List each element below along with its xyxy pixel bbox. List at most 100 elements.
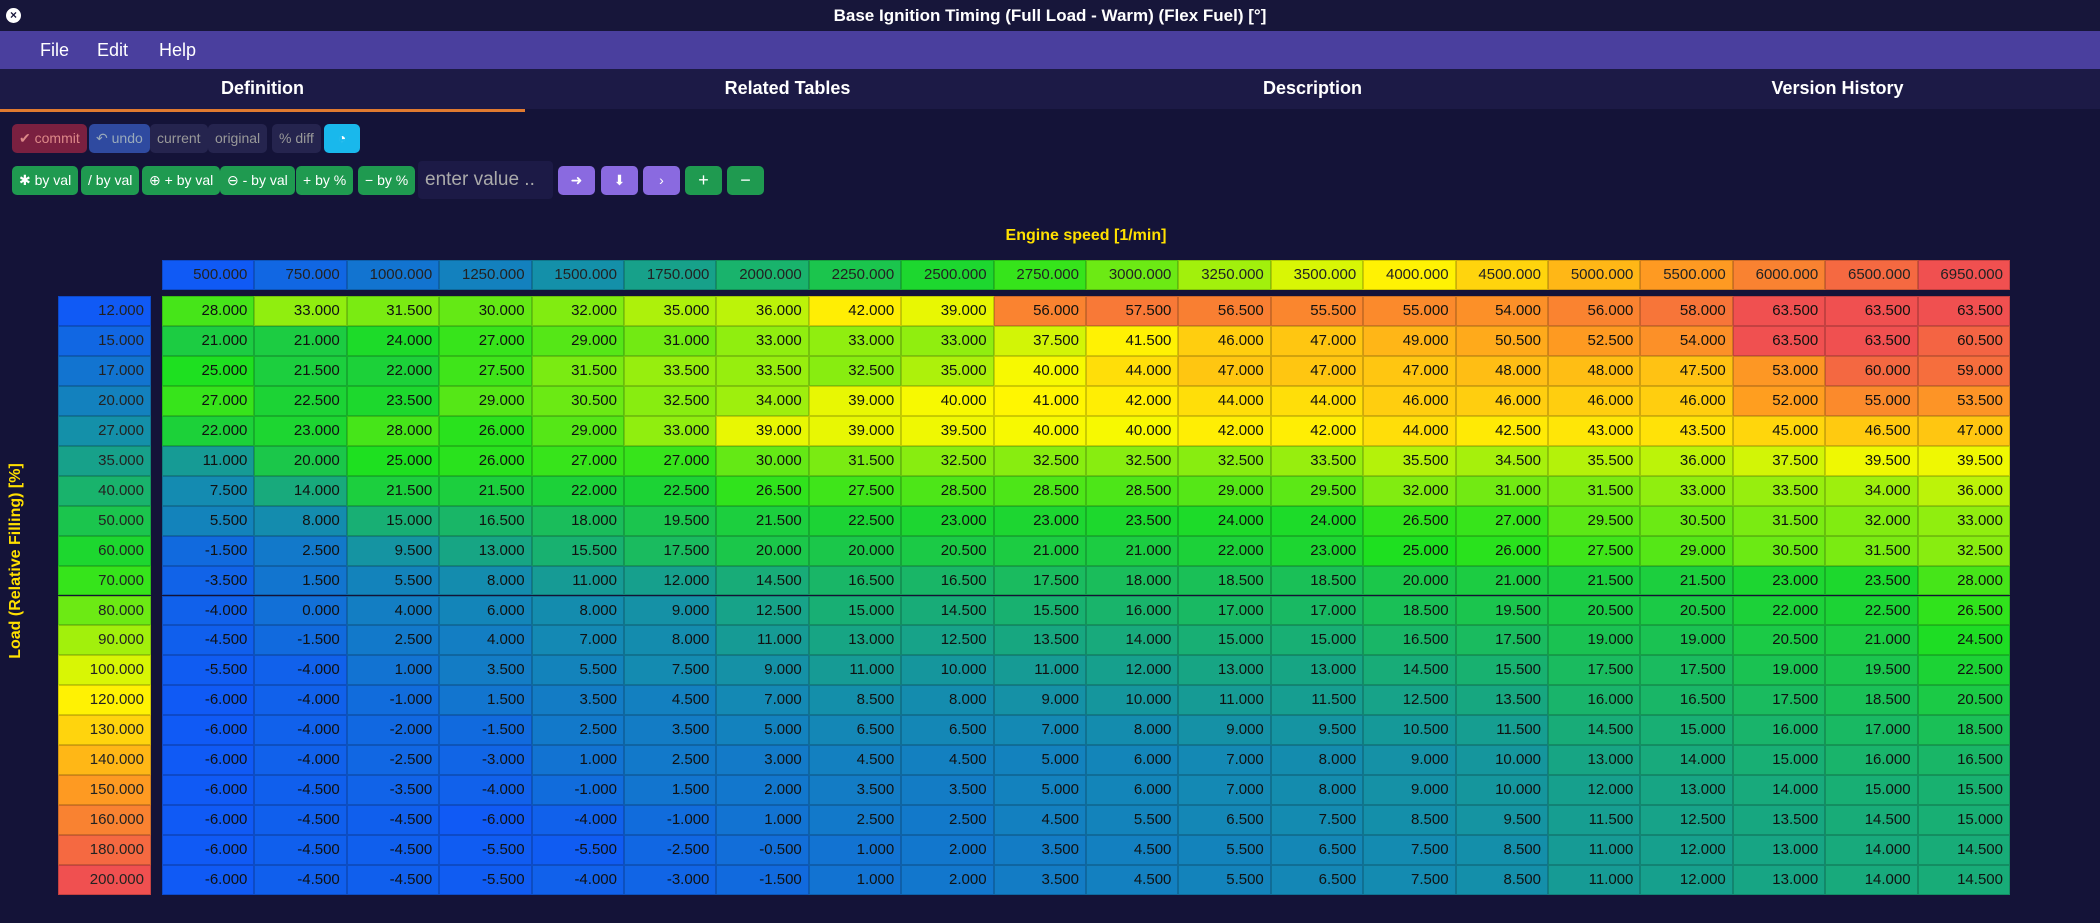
tab[interactable]: Description	[1262, 78, 1363, 98]
value-input[interactable]: enter value ..	[418, 161, 553, 199]
table-cell: 31.500	[808, 445, 902, 476]
column-header: 3000.000	[1086, 260, 1179, 290]
table-cell: -4.500	[346, 805, 440, 836]
subtract-button[interactable]: ⊖ - by val	[220, 166, 295, 195]
row-header: 90.000	[58, 625, 151, 656]
table-cell: 2.500	[808, 805, 902, 836]
table-cell: -4.500	[254, 835, 347, 866]
table-cell: 20.500	[1732, 625, 1826, 656]
table-cell: 21.000	[1086, 535, 1179, 566]
table-cell: 46.000	[1178, 325, 1271, 356]
table-cell: 32.500	[808, 355, 902, 386]
table-cell: 8.000	[254, 505, 347, 536]
column-header: 5500.000	[1640, 260, 1733, 290]
fill-down-button[interactable]: ⬇	[601, 166, 638, 195]
table-cell: 52.000	[1732, 385, 1826, 416]
close-button[interactable]: ×	[6, 8, 21, 23]
row-header: 140.000	[58, 745, 151, 776]
table-cell: 63.500	[1732, 325, 1826, 356]
table-cell: 24.000	[1178, 505, 1271, 536]
table-cell: 28.500	[1086, 475, 1179, 506]
table-cell: 11.000	[1548, 835, 1641, 866]
table-cell: 29.000	[531, 415, 624, 446]
diff-button[interactable]: % diff	[272, 124, 321, 153]
table-cell: 27.000	[162, 385, 255, 416]
table-cell: 22.500	[1917, 655, 2010, 686]
table-cell: 13.000	[808, 625, 902, 656]
table-cell: 33.000	[1640, 475, 1733, 506]
table-cell: 9.000	[1363, 745, 1456, 776]
table-cell: 4.500	[624, 685, 717, 716]
menu-item[interactable]: Help	[159, 40, 197, 60]
table-cell: 12.000	[1640, 835, 1733, 866]
increment-button[interactable]: +	[685, 166, 722, 195]
table-cell: 28.500	[993, 475, 1086, 506]
table-cell: 7.000	[993, 715, 1086, 746]
current-button[interactable]: current	[150, 124, 208, 153]
table-cell: -6.000	[162, 775, 255, 806]
table-cell: 39.000	[808, 385, 902, 416]
table-cell: 46.000	[1363, 385, 1456, 416]
menu-item[interactable]: File	[40, 40, 70, 60]
decrement-button[interactable]: −	[727, 166, 764, 195]
button-label: undo	[111, 130, 143, 146]
table-cell: 17.500	[624, 535, 717, 566]
tab[interactable]: Related Tables	[724, 78, 851, 98]
table-cell: 33.500	[624, 355, 717, 386]
table-cell: 21.000	[1455, 565, 1548, 596]
table-cell: 24.500	[1917, 625, 2010, 656]
table-cell: 40.000	[1086, 415, 1179, 446]
row-header: 70.000	[58, 565, 151, 596]
table-cell: 12.500	[901, 625, 994, 656]
table-cell: 37.500	[993, 325, 1086, 356]
table-cell: 27.000	[439, 325, 532, 356]
multiply-button[interactable]: ✱ by val	[12, 166, 79, 195]
table-cell: 12.500	[1363, 685, 1456, 716]
table-cell: 17.500	[993, 565, 1086, 596]
divide-button[interactable]: / by val	[81, 166, 140, 195]
tab[interactable]: Version History	[1771, 78, 1904, 98]
undo-button[interactable]: ↶ undo	[89, 124, 150, 153]
window-title: Base Ignition Timing (Full Load - Warm) …	[833, 6, 1267, 25]
tab[interactable]: Definition	[0, 69, 525, 112]
original-button[interactable]: original	[208, 124, 268, 153]
commit-button[interactable]: ✔ commit	[12, 124, 87, 153]
table-cell: 56.000	[993, 296, 1086, 326]
table-cell: -4.000	[254, 715, 347, 746]
table-cell: 47.000	[1270, 325, 1364, 356]
table-cell: 16.000	[1825, 745, 1918, 776]
interpolate-button[interactable]: ›	[643, 166, 680, 195]
table-cell: 15.000	[1917, 805, 2010, 836]
add-percent-button[interactable]: + by %	[296, 166, 354, 195]
table-cell: 3.000	[716, 745, 809, 776]
table-cell: 9.000	[1363, 775, 1456, 806]
input-placeholder: enter value ..	[425, 169, 535, 190]
menu-item[interactable]: Edit	[97, 40, 129, 60]
subtract-percent-button[interactable]: − by %	[358, 166, 416, 195]
table-cell: 28.000	[162, 296, 255, 326]
table-cell: 15.000	[1825, 775, 1918, 806]
table-cell: 5.500	[1086, 805, 1179, 836]
table-cell: 43.500	[1640, 415, 1733, 446]
table-cell: 44.000	[1363, 415, 1456, 446]
row-header: 150.000	[58, 775, 151, 806]
table-cell: 39.500	[1917, 445, 2010, 476]
table-cell: 15.500	[1917, 775, 2010, 806]
table-cell: 9.000	[1178, 715, 1271, 746]
table-cell: 17.500	[1548, 655, 1641, 686]
add-button[interactable]: ⊕ + by val	[142, 166, 221, 195]
row-header: 27.000	[58, 415, 151, 446]
table-cell: 8.000	[1270, 775, 1364, 806]
table-cell: -4.000	[162, 595, 255, 626]
table-cell: -6.000	[162, 805, 255, 836]
table-cell: 33.000	[1917, 505, 2010, 536]
table-cell: -2.500	[346, 745, 440, 776]
table-cell: 14.500	[716, 565, 809, 596]
table-cell: 11.000	[1178, 685, 1271, 716]
view-toggle[interactable]: ◔	[324, 124, 360, 153]
row-header: 50.000	[58, 505, 151, 536]
table-cell: 50.500	[1455, 325, 1548, 356]
button-label: + by %	[303, 172, 347, 188]
fill-right-button[interactable]: ➜	[558, 166, 595, 195]
table-cell: 5.000	[993, 775, 1086, 806]
